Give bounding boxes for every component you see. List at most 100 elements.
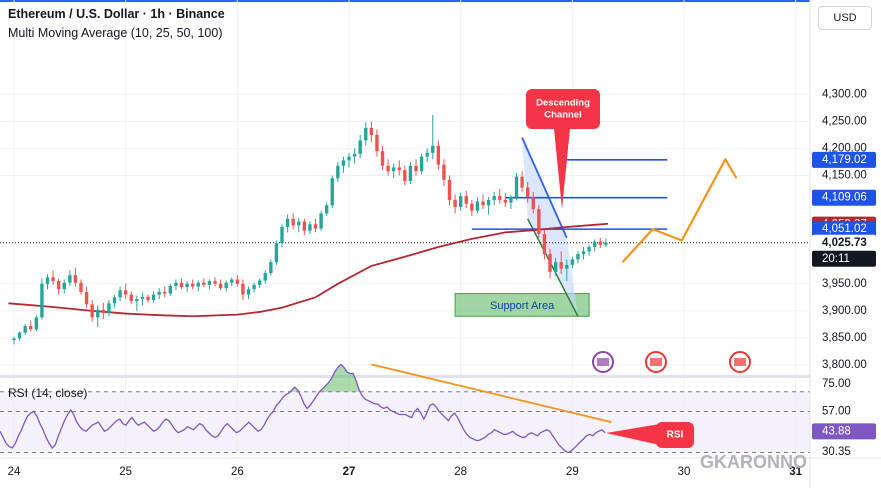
channel-callout-label: Channel [544, 110, 581, 121]
candle-body [576, 254, 580, 260]
indicator-legend[interactable]: Multi Moving Average (10, 25, 50, 100) [8, 26, 223, 40]
candle-body [291, 218, 295, 226]
candle [112, 294, 117, 308]
candle [213, 277, 217, 287]
price-label-bg [812, 221, 876, 238]
watermark: GKARONNO [700, 452, 807, 472]
candle [598, 237, 602, 249]
candle [386, 159, 390, 176]
price-label: 4,051.02 [822, 223, 867, 235]
currency-button[interactable]: USD [818, 6, 872, 30]
candle-body [135, 298, 139, 302]
candle [531, 191, 535, 214]
candle [118, 286, 122, 302]
candle [73, 267, 78, 287]
candle-body [475, 201, 480, 211]
candle-body [364, 127, 368, 141]
candle [168, 283, 173, 296]
support-area-label: Support Area [490, 300, 555, 312]
candle [453, 194, 457, 214]
rsi-callout-box [656, 422, 694, 448]
date-tick-label: 31 [789, 466, 802, 478]
candle [207, 279, 212, 290]
event-icon-mark [597, 358, 609, 366]
candle-body [274, 243, 279, 263]
candle-body [324, 205, 329, 214]
event-icon-mark [650, 358, 662, 366]
candle [246, 286, 251, 299]
candle [146, 294, 150, 303]
price-label: 4,179.02 [822, 154, 867, 166]
candle [436, 140, 441, 171]
candle [224, 280, 228, 292]
rsi-tick-label: 75.00 [822, 378, 851, 390]
candle [129, 291, 133, 305]
candle-body [45, 277, 50, 284]
rsi-value-label: 43.88 [822, 425, 851, 437]
candle-body [12, 338, 16, 341]
candle-body [123, 290, 128, 295]
candle-body [269, 262, 273, 273]
candle [151, 291, 156, 304]
price-tick-label: 3,950.00 [822, 278, 867, 290]
candle [269, 259, 273, 276]
candle [403, 165, 407, 186]
rsi-callout-pointer [606, 424, 660, 445]
candle-body [570, 259, 575, 265]
candle-body [252, 284, 256, 290]
candle [291, 213, 295, 230]
candle-body [257, 280, 262, 285]
candle-body [587, 246, 591, 252]
candle-body [565, 264, 569, 269]
candle-body [151, 294, 156, 301]
symbol-title[interactable]: Ethereum / U.S. Dollar · 1h · Binance [8, 7, 225, 21]
date-tick-label: 25 [119, 466, 132, 478]
candle-body [297, 221, 301, 226]
candle [23, 323, 27, 335]
channel-callout-box [526, 89, 600, 129]
candle-body [531, 197, 535, 210]
candle [157, 288, 161, 299]
candle [419, 153, 424, 175]
candle [509, 194, 513, 210]
candle [520, 171, 524, 192]
candle [397, 160, 401, 176]
candle [12, 336, 16, 345]
candle [68, 270, 72, 286]
candle [235, 275, 240, 287]
candle-body [308, 224, 312, 231]
candle-body [319, 213, 323, 229]
candle-body [280, 226, 284, 244]
rsi-tick-label: 57.00 [822, 406, 851, 418]
candle [241, 279, 245, 301]
date-tick-label: 30 [678, 466, 691, 478]
candle-body [442, 164, 446, 180]
candle-body [302, 221, 307, 231]
date-tick-label: 29 [566, 466, 579, 478]
candle-body [213, 281, 217, 284]
candle-body [391, 167, 396, 172]
top-border [0, 0, 881, 2]
candle-body [408, 165, 413, 181]
candle [542, 229, 547, 260]
candle-body [447, 179, 452, 200]
candle [140, 292, 145, 306]
candle [135, 295, 139, 311]
candle-body [174, 282, 178, 286]
candle [391, 163, 396, 179]
candle-body [140, 296, 145, 299]
candle-body [40, 283, 44, 318]
candle [84, 286, 89, 309]
event-icon-mark [734, 358, 746, 366]
price-label: 4,025.73 [822, 237, 867, 249]
price-label-bg [812, 189, 876, 206]
rsi-trendline [371, 363, 612, 424]
candle-body [397, 167, 401, 171]
rsi-legend[interactable]: RSI (14, close) [8, 386, 88, 400]
price-label-bg [812, 234, 876, 251]
price-tick-label: 4,300.00 [822, 88, 867, 100]
candle-body [241, 283, 245, 295]
candle [486, 197, 491, 215]
price-tick-label: 3,900.00 [822, 305, 867, 317]
